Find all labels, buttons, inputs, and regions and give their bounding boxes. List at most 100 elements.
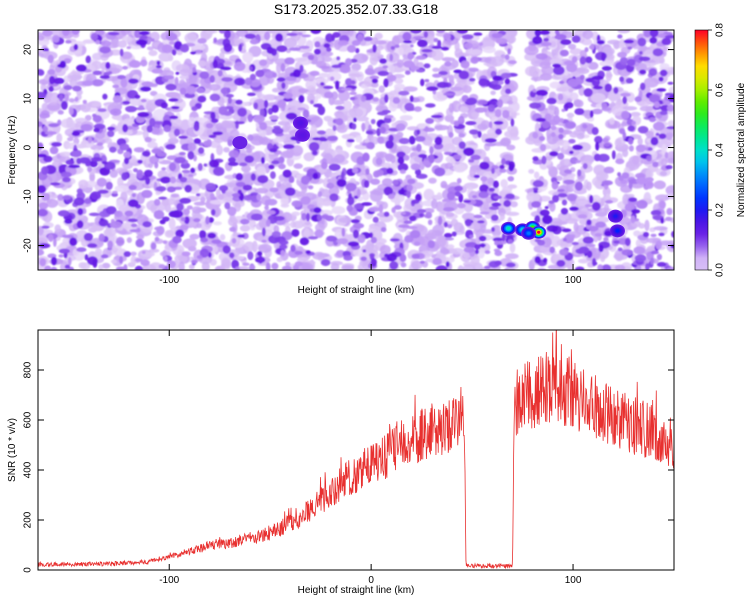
heatmap-cell xyxy=(585,56,593,64)
heatmap-cell xyxy=(500,179,508,188)
heatmap-cell xyxy=(604,83,612,93)
heatmap-cell xyxy=(181,251,191,257)
heatmap-cell xyxy=(136,234,145,240)
heatmap-cell xyxy=(299,45,310,49)
heatmap-cell xyxy=(444,61,452,67)
heatmap-cell xyxy=(488,206,499,211)
heatmap-cell xyxy=(400,94,407,100)
heatmap-cell xyxy=(407,178,416,185)
heatmap-cell xyxy=(297,48,312,53)
heatmap-cell xyxy=(530,76,544,82)
heatmap-cell xyxy=(285,76,297,82)
heatmap-cell xyxy=(38,184,47,194)
heatmap-cell xyxy=(541,120,551,129)
heatmap-cell xyxy=(413,106,422,112)
heatmap-cell xyxy=(184,32,198,44)
heatmap-cell xyxy=(306,212,310,222)
heatmap-cell xyxy=(308,141,320,152)
heatmap-cell xyxy=(80,139,95,148)
heatmap-cell xyxy=(223,182,239,188)
heatmap-cell xyxy=(162,216,170,222)
heatmap-cell xyxy=(447,223,453,229)
heatmap-cell xyxy=(615,158,625,165)
heatmap-cell xyxy=(285,261,291,267)
heatmap-cell xyxy=(422,160,432,166)
heatmap-cell xyxy=(227,139,233,147)
heatmap-cell xyxy=(59,94,64,102)
heatmap-cell xyxy=(387,193,395,200)
heatmap-cell xyxy=(653,226,668,231)
heatmap-cell xyxy=(84,198,92,205)
heatmap-cell xyxy=(38,35,45,41)
heatmap-cell xyxy=(549,201,556,212)
heatmap-cell xyxy=(450,86,463,92)
heatmap-cell xyxy=(343,100,353,110)
heatmap-cell xyxy=(356,33,364,43)
heatmap-cell xyxy=(479,184,489,193)
heatmap-cell xyxy=(541,215,553,225)
heatmap-cell xyxy=(140,98,147,103)
heatmap-cell xyxy=(500,54,506,59)
heatmap-cell xyxy=(621,249,634,256)
heatmap-cell xyxy=(119,143,130,151)
heatmap-cell xyxy=(360,95,367,102)
heatmap-cell xyxy=(297,32,303,36)
heatmap-cell xyxy=(556,259,566,267)
heatmap-cell xyxy=(235,99,243,105)
heatmap-cell xyxy=(456,178,462,184)
heatmap-cell xyxy=(276,257,283,263)
heatmap-cell xyxy=(68,164,81,169)
heatmap-cell xyxy=(335,249,346,258)
heatmap-cell xyxy=(208,217,214,224)
heatmap-cell xyxy=(165,143,176,150)
snr-x-tick-label: 100 xyxy=(565,575,582,586)
heatmap-cell xyxy=(443,221,448,228)
heatmap-cell xyxy=(165,107,171,111)
heatmap-cell xyxy=(258,217,268,229)
heatmap-cell xyxy=(330,196,339,202)
heatmap-cell xyxy=(423,31,429,38)
heatmap-cell xyxy=(334,154,345,164)
heatmap-cell xyxy=(642,231,650,238)
heatmap-cell xyxy=(38,225,44,236)
heatmap-cell xyxy=(47,54,54,64)
heatmap-cell xyxy=(650,136,659,146)
heatmap-cell xyxy=(634,96,642,103)
heatmap-cell xyxy=(403,154,410,161)
heatmap-cell xyxy=(326,47,332,52)
heatmap-cell xyxy=(568,88,574,93)
heatmap-cell xyxy=(667,157,674,163)
heatmap-cell xyxy=(586,219,592,226)
heatmap-cell xyxy=(575,266,585,270)
heatmap-cell xyxy=(390,45,395,50)
heatmap-cell xyxy=(127,199,139,208)
heatmap-cell xyxy=(136,227,141,233)
heatmap-cell xyxy=(298,88,308,94)
heatmap-cell xyxy=(114,184,130,193)
heatmap-cell xyxy=(219,52,225,60)
heatmap-cell xyxy=(260,156,265,164)
heatmap-cell xyxy=(138,30,150,36)
heatmap-cell xyxy=(68,98,75,103)
heatmap-cell xyxy=(549,246,555,254)
heatmap-cell xyxy=(484,250,491,255)
heatmap-cell xyxy=(335,80,340,90)
heatmap-cell xyxy=(403,40,412,44)
heatmap-cell xyxy=(75,64,87,72)
heatmap-cell xyxy=(127,218,138,223)
heatmap-cell xyxy=(316,196,324,209)
heatmap-cell xyxy=(465,241,478,249)
heatmap-cell xyxy=(241,232,249,240)
heatmap-cell xyxy=(554,34,567,41)
heatmap-cell xyxy=(92,114,102,123)
heatmap-cell xyxy=(120,78,128,88)
heatmap-cell xyxy=(380,226,387,233)
heatmap-cell xyxy=(506,100,514,105)
heatmap-cell xyxy=(325,33,334,43)
heatmap-cell xyxy=(392,179,399,186)
heatmap-cell xyxy=(401,211,406,215)
heatmap-cell xyxy=(655,240,662,250)
heatmap-cell xyxy=(64,264,71,269)
heatmap-cell xyxy=(281,125,290,132)
